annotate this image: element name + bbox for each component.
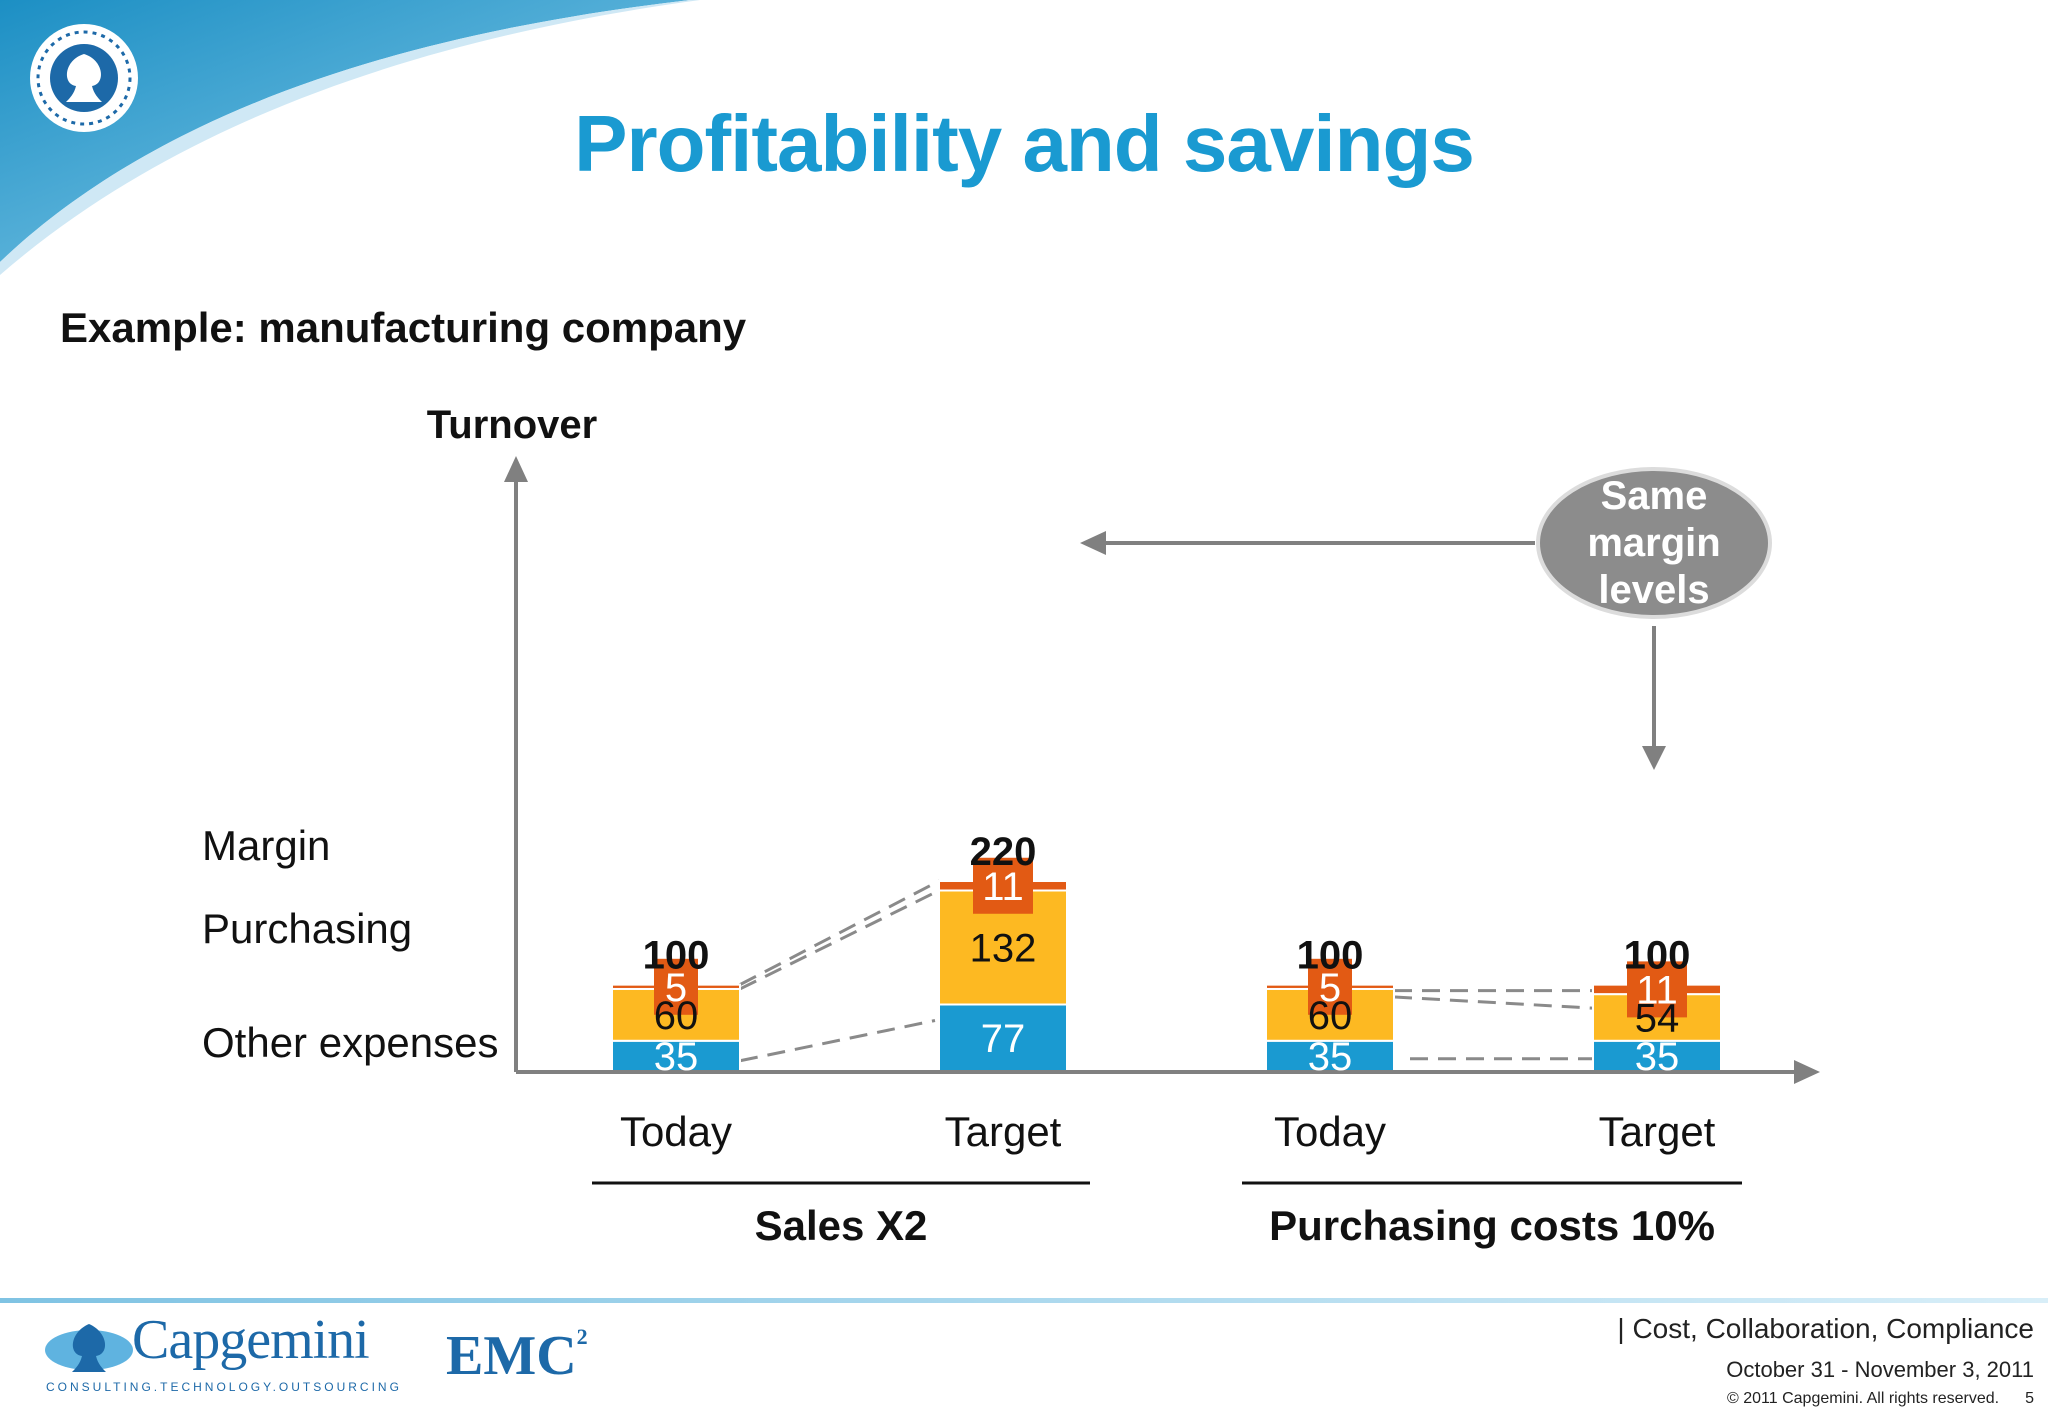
capgemini-logo: Capgemini CONSULTING.TECHNOLOGY.OUTSOURC… [44, 1309, 399, 1394]
legend-label-other-expenses: Other expenses [202, 1019, 499, 1066]
total-label-2: 220 [970, 830, 1037, 874]
emc-superscript: 2 [576, 1324, 588, 1350]
category-label-1: Today [620, 1108, 732, 1155]
legend-label-purchasing: Purchasing [202, 905, 412, 952]
total-label-1: 100 [643, 934, 710, 978]
category-label-3: Today [1274, 1108, 1386, 1155]
value-label-margin-4: 11 [1636, 968, 1678, 1012]
y-axis-arrowhead [504, 456, 528, 482]
bar-other-expenses-3 [1265, 1039, 1395, 1073]
margin-badge-3 [1308, 958, 1352, 1015]
emc-logo: EMC2 [446, 1324, 588, 1388]
footer-copyright-line: © 2011 Capgemini. All rights reserved. 5 [1727, 1390, 2034, 1408]
value-label-other-expenses-1: 35 [654, 1035, 699, 1079]
value-label-margin-3: 5 [1319, 966, 1341, 1010]
page-subtitle: Example: manufacturing company [60, 304, 747, 351]
value-label-purchasing-1: 60 [654, 994, 699, 1038]
group-label-2: Purchasing costs 10% [1269, 1202, 1715, 1249]
callout-line-3: levels [1598, 568, 1709, 612]
total-label-4: 100 [1624, 934, 1691, 978]
value-label-purchasing-3: 60 [1308, 994, 1353, 1038]
page-title: Profitability and savings [574, 99, 1475, 188]
value-label-margin-2: 11 [982, 865, 1024, 909]
connector-sales-purchasing-top [739, 889, 940, 991]
value-label-other-expenses-2: 77 [981, 1017, 1026, 1061]
emc-wordmark: EMC [446, 1325, 577, 1387]
connector-sales-other-top [739, 1019, 936, 1063]
capgemini-spade-icon [45, 1324, 133, 1372]
margin-badge-1 [654, 958, 698, 1015]
capgemini-wordmark: Capgemini [132, 1309, 370, 1371]
x-axis-arrowhead [1794, 1060, 1820, 1084]
legend-label-margin: Margin [202, 822, 330, 869]
footer-copyright: © 2011 Capgemini. All rights reserved. [1727, 1390, 2000, 1407]
margin-badge-2 [973, 857, 1033, 914]
y-axis-label: Turnover [427, 403, 597, 447]
emblem-icon [30, 24, 138, 132]
footer-dates: October 31 - November 3, 2011 [1726, 1357, 2034, 1382]
category-label-2: Target [945, 1108, 1062, 1155]
value-label-margin-1: 5 [665, 966, 687, 1010]
margin-badge-4 [1627, 961, 1687, 1018]
connector-sales-margin-top [739, 879, 940, 986]
value-label-purchasing-2: 132 [970, 927, 1037, 971]
group-label-1: Sales X2 [755, 1202, 928, 1249]
category-label-4: Target [1599, 1108, 1716, 1155]
value-label-purchasing-4: 54 [1635, 996, 1680, 1040]
page-number: 5 [2025, 1390, 2034, 1407]
callout-arrow-left-head [1080, 531, 1106, 555]
chart-text: 35605100Today7713211220Target35605100Tod… [202, 403, 1716, 1249]
connector-purchasing-purchasing-top [1393, 995, 1594, 1010]
header-swoosh [0, 0, 700, 275]
bar-other-expenses-4 [1592, 1039, 1722, 1073]
axes [504, 456, 1820, 1185]
value-label-other-expenses-3: 35 [1308, 1035, 1353, 1079]
callout-line-2: margin [1587, 521, 1720, 565]
value-label-other-expenses-4: 35 [1635, 1035, 1680, 1079]
callout-line-1: Same [1601, 474, 1708, 518]
total-label-3: 100 [1297, 934, 1364, 978]
capgemini-tagline: CONSULTING.TECHNOLOGY.OUTSOURCING [46, 1380, 402, 1394]
footer-topic: | Cost, Collaboration, Compliance [1617, 1313, 2034, 1344]
callout-arrow-down-head [1642, 746, 1666, 770]
callout-bubble [1536, 467, 1772, 619]
connector-lines [739, 879, 1594, 1063]
footer-divider [0, 1298, 2048, 1303]
